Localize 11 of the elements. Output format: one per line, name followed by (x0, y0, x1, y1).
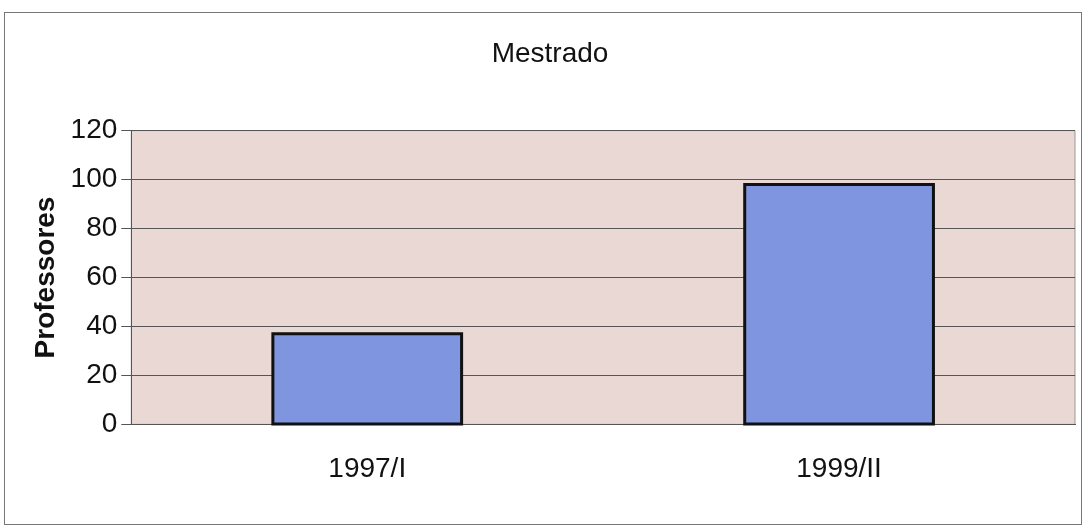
y-axis-title: Professores (28, 196, 60, 359)
y-tick-label: 60 (86, 260, 118, 292)
y-tick-label: 80 (86, 211, 118, 243)
y-tick-label: 100 (70, 162, 118, 194)
y-tick-label: 0 (101, 407, 118, 439)
x-tick-label: 1999/II (796, 451, 882, 483)
chart-title: Mestrado (491, 36, 609, 68)
y-tick-label: 120 (70, 113, 118, 145)
y-tick-label: 40 (86, 309, 118, 341)
x-tick-label: 1997/I (328, 451, 407, 483)
y-tick-label: 20 (86, 358, 118, 390)
